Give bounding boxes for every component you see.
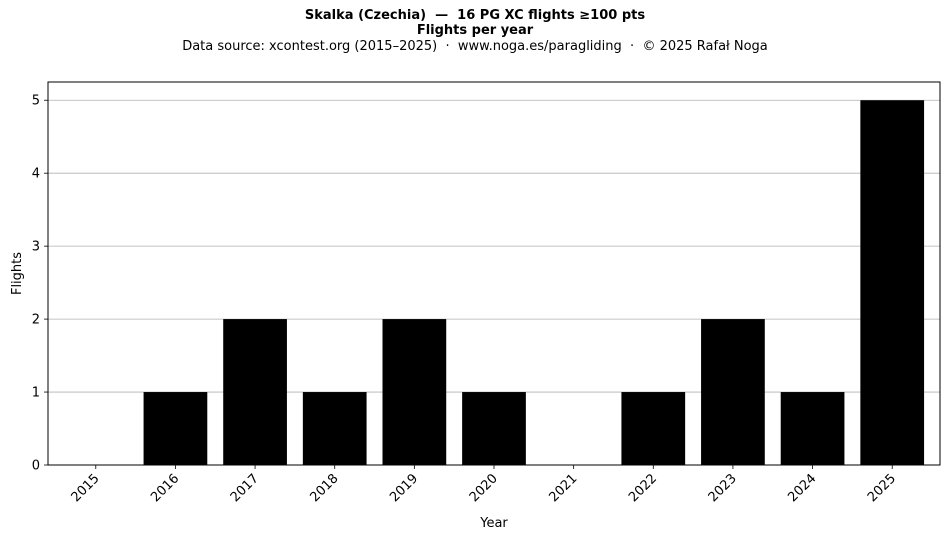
bar-2016 [143,392,208,465]
x-tick-label-2025: 2025 [865,471,899,505]
bar-2024 [780,392,845,465]
chart-title-line2: Flights per year [416,23,534,38]
bar-2022 [621,392,686,465]
x-tick-label-2022: 2022 [626,471,660,505]
x-ticks: 2015 2016 2017 2018 2019 2020 2021 2022 2023 2024… [69,465,899,505]
x-tick-label-2019: 2019 [387,471,421,505]
chart-subtitle: Data source: xcontest.org (2015–2025) · … [182,39,768,54]
x-axis-label: Year [479,516,508,531]
chart-title-block: Skalka (Czechia) — 16 PG XC flights ≥100… [0,8,950,55]
x-tick-label-2023: 2023 [706,471,740,505]
x-tick-label-2024: 2024 [785,471,819,505]
bars [143,100,925,465]
x-tick-label-2018: 2018 [308,471,342,505]
bar-2018 [302,392,367,465]
y-tick-label: 4 [32,167,40,182]
y-axis-label: Flights [10,252,25,295]
x-tick-label-2020: 2020 [467,471,501,505]
bar-2017 [223,319,287,465]
bar-2025 [860,100,925,465]
y-tick-label: 1 [32,386,40,401]
x-tick-label-2021: 2021 [546,471,580,505]
y-tick-label: 2 [32,313,40,328]
y-ticks: 0 1 2 3 4 5 [32,94,48,474]
x-tick-label-2016: 2016 [148,471,182,505]
chart-title: Skalka (Czechia) — 16 PG XC flights ≥100… [304,8,646,23]
y-tick-label: 3 [32,240,40,255]
y-tick-label: 5 [32,94,40,109]
y-tick-label: 0 [32,459,40,474]
bar-2023 [701,319,765,465]
bar-2020 [462,392,526,465]
x-tick-label-2015: 2015 [69,471,103,505]
bar-2019 [382,319,447,465]
x-tick-label-2017: 2017 [228,471,262,505]
